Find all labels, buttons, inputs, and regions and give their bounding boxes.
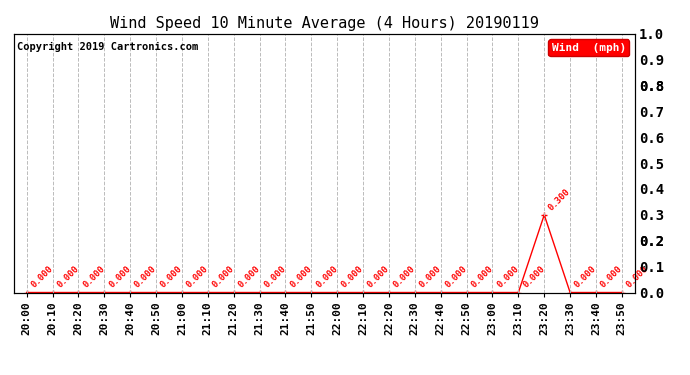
Text: 0.000: 0.000	[237, 264, 262, 290]
Text: 0.000: 0.000	[30, 264, 55, 290]
Text: 0.000: 0.000	[55, 264, 81, 290]
Text: 0.000: 0.000	[392, 264, 417, 290]
Text: 0.000: 0.000	[495, 264, 521, 290]
Title: Wind Speed 10 Minute Average (4 Hours) 20190119: Wind Speed 10 Minute Average (4 Hours) 2…	[110, 16, 539, 31]
Text: 0.000: 0.000	[521, 264, 546, 290]
Text: 0.000: 0.000	[624, 264, 650, 290]
Legend: Wind  (mph): Wind (mph)	[549, 39, 629, 56]
Text: 0.000: 0.000	[81, 264, 107, 290]
Text: 0.000: 0.000	[444, 264, 469, 290]
Text: 0.000: 0.000	[417, 264, 443, 290]
Text: Copyright 2019 Cartronics.com: Copyright 2019 Cartronics.com	[17, 42, 198, 51]
Text: 0.300: 0.300	[547, 187, 573, 212]
Text: 0.000: 0.000	[599, 264, 624, 290]
Text: 0.000: 0.000	[340, 264, 366, 290]
Text: 0.000: 0.000	[107, 264, 132, 290]
Text: 0.000: 0.000	[469, 264, 495, 290]
Text: 0.000: 0.000	[314, 264, 339, 290]
Text: 0.000: 0.000	[262, 264, 288, 290]
Text: 0.000: 0.000	[573, 264, 598, 290]
Text: 0.000: 0.000	[366, 264, 391, 290]
Text: 0.000: 0.000	[185, 264, 210, 290]
Text: 0.000: 0.000	[210, 264, 236, 290]
Text: 0.000: 0.000	[288, 264, 314, 290]
Text: 0.000: 0.000	[159, 264, 184, 290]
Text: 0.000: 0.000	[133, 264, 159, 290]
